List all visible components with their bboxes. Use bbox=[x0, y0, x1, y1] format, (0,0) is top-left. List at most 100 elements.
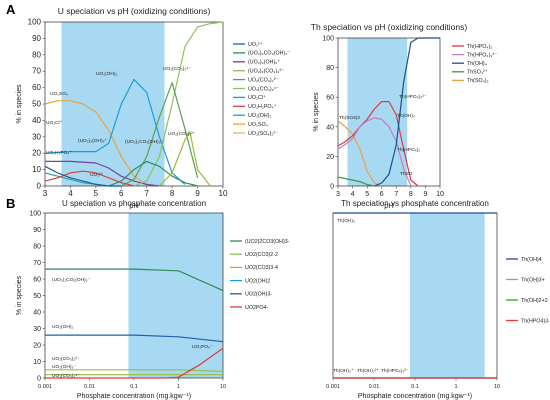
legend-label: (UO₂)₂CO₃(OH)₃⁻ bbox=[248, 51, 290, 57]
annotation-label: Th(OH)₄ bbox=[397, 113, 415, 119]
legend: Th(OH)4 Th(OH)3+ Th(OH)2+2 Th(HPO4)3-2 bbox=[506, 257, 550, 324]
series-line-1 bbox=[44, 100, 148, 185]
y-axis-label: % in species bbox=[16, 84, 23, 124]
legend-label: Th(SO₄)₂ bbox=[467, 78, 489, 84]
x-tick-label: 5 bbox=[94, 189, 99, 198]
x-tick-label: 10 bbox=[220, 384, 226, 390]
annotation-label: UO₂(OH)₂ bbox=[96, 71, 117, 77]
legend-label: UO2(OH)2 bbox=[245, 278, 270, 284]
series-line-6 bbox=[108, 160, 198, 187]
panel-label-b: B bbox=[6, 196, 16, 211]
annotation-label: Th(OH)₃⁺ bbox=[333, 368, 354, 374]
x-tick-label: 7 bbox=[394, 191, 398, 198]
x-tick-label: 9 bbox=[195, 189, 200, 198]
x-tick-label: 0.001 bbox=[38, 384, 52, 390]
panel-label-a: A bbox=[6, 2, 16, 17]
y-tick-label: 60 bbox=[33, 277, 41, 284]
y-tick-label: 0 bbox=[37, 182, 42, 191]
annotation-label: UO₂Cl⁺ bbox=[46, 120, 63, 126]
legend-label: Th(OH)4 bbox=[521, 257, 542, 263]
series-line-3 bbox=[45, 160, 160, 187]
series-line-10 bbox=[158, 131, 211, 187]
y-tick-label: 0 bbox=[330, 184, 334, 191]
x-axis-label: Phosphate concentration (mg.kgw⁻¹) bbox=[358, 393, 472, 400]
x-axis-label: Phosphate concentration (mg.kgw⁻¹) bbox=[77, 393, 191, 400]
annotation-label: UO₂(OH)₂ bbox=[52, 324, 73, 330]
series-line-1 bbox=[45, 268, 224, 292]
legend-label: UO₂(CO₃)₂²⁻ bbox=[248, 77, 278, 83]
x-tick-label: 3 bbox=[43, 189, 48, 198]
x-tick-label: 10 bbox=[219, 189, 228, 198]
y-tick-label: 0 bbox=[37, 376, 41, 383]
legend-label: UO₂(OH)₂ bbox=[248, 113, 272, 119]
series-line-4 bbox=[374, 37, 440, 187]
annotation-label: UO₂(OH)₃⁻ bbox=[52, 364, 76, 370]
chart-title: Th speciation vs pH (oxidizing condition… bbox=[311, 22, 468, 32]
y-tick-label: 20 bbox=[326, 154, 334, 161]
legend: Th(HPO₄)₂ Th(HPO₄)₃²⁻ Th(OH)₄ ThSO₄²⁺ Th(SO₄… bbox=[452, 44, 497, 84]
y-tick-label: 80 bbox=[326, 65, 334, 72]
y-tick-label: 50 bbox=[32, 100, 41, 109]
legend-label: UO₂(CO₃)₃⁴⁻ bbox=[248, 86, 279, 92]
x-tick-label: 0.01 bbox=[84, 384, 95, 390]
x-tick-label: 4 bbox=[68, 189, 73, 198]
y-tick-label: 100 bbox=[29, 211, 41, 218]
x-tick-label: 1 bbox=[454, 384, 457, 390]
series-line-4 bbox=[133, 21, 224, 187]
series-line-3 bbox=[45, 369, 224, 372]
x-tick-label: 1 bbox=[177, 384, 180, 390]
y-tick-label: 90 bbox=[33, 227, 41, 234]
x-tick-label: 9 bbox=[423, 191, 427, 198]
annotation-label: UO₂SO₄ bbox=[50, 91, 68, 97]
annotation-label: Th(HPO₄)₃²⁻ bbox=[399, 94, 427, 100]
y-tick-label: 80 bbox=[32, 50, 41, 59]
series-line-3 bbox=[337, 117, 412, 187]
y-tick-label: 40 bbox=[33, 310, 41, 317]
shaded-region bbox=[347, 38, 408, 186]
y-tick-label: 20 bbox=[32, 149, 41, 158]
series-line-2 bbox=[337, 100, 419, 187]
legend: (UO2)2CO3(OH)3- UO2(CO3)2-2 UO2(CO3)3-4 UO2… bbox=[230, 239, 290, 311]
legend-label: UO₂(SO₄)₂²⁻ bbox=[248, 131, 278, 137]
legend-label: (UO₂)₂(CO₃)₃⁶⁻ bbox=[248, 69, 285, 75]
y-axis-label: % in species bbox=[313, 92, 320, 132]
annotation-label: UO₂(CO₃)₂²⁻ bbox=[52, 356, 80, 362]
legend-label: Th(HPO₄)₃²⁻ bbox=[467, 52, 497, 58]
legend-label: Th(HPO4)3-2 bbox=[521, 318, 550, 324]
y-axis-label: % in species bbox=[16, 275, 23, 315]
x-tick-label: 7 bbox=[144, 189, 149, 198]
chart-3: U speciation vs phosphate concentration 0… bbox=[16, 199, 290, 400]
legend-label: UO₂H₂PO₄⁺ bbox=[248, 104, 277, 110]
y-tick-label: 30 bbox=[33, 326, 41, 333]
series-line-1 bbox=[337, 120, 382, 187]
series-line-8 bbox=[44, 170, 135, 187]
chart-1: U speciation vs pH (oxidizing conditions… bbox=[16, 6, 290, 210]
y-tick-label: 10 bbox=[32, 165, 41, 174]
legend-label: Th(OH)3+ bbox=[521, 277, 545, 283]
annotation-label: ThSO bbox=[400, 171, 413, 177]
x-tick-label: 6 bbox=[380, 191, 384, 198]
legend-label: Th(HPO₄)₂ bbox=[467, 44, 492, 50]
y-tick-label: 40 bbox=[326, 124, 334, 131]
y-tick-label: 70 bbox=[32, 67, 41, 76]
annotation-label: (UO₂)₂CO₃(OH)₃⁻ bbox=[125, 139, 164, 145]
x-tick-label: 0.001 bbox=[326, 384, 340, 390]
series-line-5 bbox=[45, 347, 224, 379]
plot-frame bbox=[337, 37, 441, 187]
chart-title: U speciation vs pH (oxidizing conditions… bbox=[58, 6, 211, 16]
x-tick-label: 0.1 bbox=[411, 384, 419, 390]
legend-label: (UO₂)₃(OH)₅⁺ bbox=[248, 60, 280, 66]
x-tick-label: 6 bbox=[119, 189, 124, 198]
x-axis-label: pH bbox=[384, 201, 394, 210]
x-axis-label: pH bbox=[129, 201, 139, 210]
chart-title: U speciation vs phosphate concentration bbox=[62, 199, 206, 208]
y-tick-label: 60 bbox=[32, 83, 41, 92]
legend-label: UO2(CO3)3-4 bbox=[245, 265, 278, 271]
y-tick-label: 80 bbox=[33, 244, 41, 251]
y-tick-label: 60 bbox=[326, 95, 334, 102]
annotation-label: UO₂(CO₃)₃⁴⁻ bbox=[163, 66, 191, 72]
x-tick-label: 8 bbox=[170, 189, 175, 198]
legend-label: UO₂²⁺ bbox=[248, 42, 263, 48]
annotation-label: UO₂PO₄⁻ bbox=[192, 344, 213, 350]
